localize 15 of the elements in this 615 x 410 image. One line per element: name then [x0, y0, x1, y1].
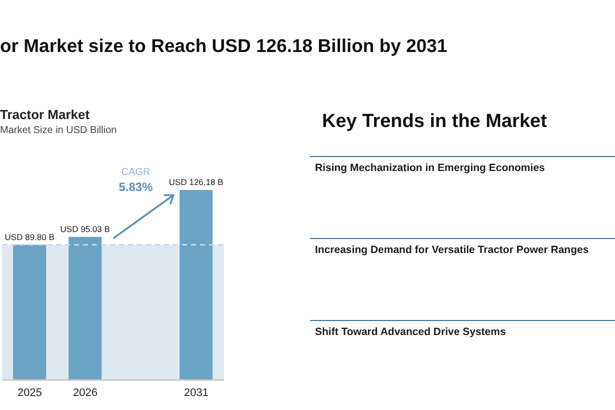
- chart-title: or Market size to Reach USD 126.18 Billion by 2031: [0, 34, 448, 58]
- x-tick-label: 2031: [184, 386, 208, 399]
- text: Rising Mechanization in Emerging Economies: [315, 161, 546, 175]
- text: CAGR: [121, 167, 150, 178]
- x-tick-label: 2026: [73, 386, 98, 399]
- data-label: USD 126.18 B: [168, 177, 224, 187]
- text: Shift Toward Advanced Drive Systems: [315, 325, 507, 339]
- data-label: USD 89.80 B: [4, 232, 55, 242]
- data-label: USD 95.03 B: [60, 224, 110, 234]
- text: Key Trends in the Market: [322, 110, 547, 134]
- text: Increasing Demand for Versatile Tractor Power Ranges: [315, 243, 590, 257]
- annotation: 5.83%: [118, 180, 153, 194]
- y-axis-title: Market Size in USD Billion: [0, 124, 117, 138]
- chart-subtitle: Tractor Market: [0, 107, 90, 123]
- x-tick-label: 2025: [18, 386, 42, 399]
